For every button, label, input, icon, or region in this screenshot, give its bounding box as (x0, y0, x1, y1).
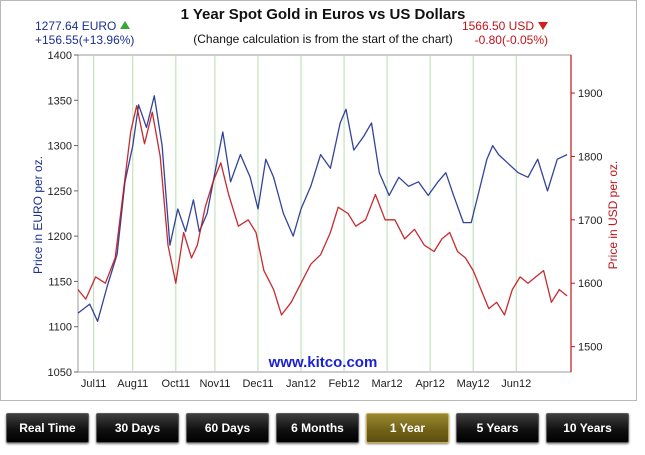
x-tick-label: Oct11 (162, 378, 191, 390)
tab-10-years[interactable]: 10 Years (546, 413, 629, 443)
tab-30-days[interactable]: 30 Days (96, 413, 179, 443)
euro-price: 1277.64 EURO (35, 19, 117, 33)
y-tick-label-left: 1250 (48, 186, 72, 198)
series-line-usd (77, 105, 568, 316)
x-tick-label: Nov11 (199, 378, 230, 390)
y-tick-label-left: 1400 (48, 50, 72, 62)
y-axis-label-right: Price in USD per oz. (606, 161, 620, 270)
chart-svg: 1 Year Spot Gold in Euros vs US Dollars … (31, 6, 620, 390)
down-arrow-icon (538, 22, 548, 30)
plot-border (77, 54, 572, 373)
usd-readout: 1566.50 USD -0.80(-0.05%) (462, 19, 548, 47)
tab-1-year[interactable]: 1 Year (366, 413, 449, 443)
x-tick-label: Jul11 (81, 378, 106, 390)
euro-readout: 1277.64 EURO +156.55(+13.96%) (35, 19, 134, 47)
y-tick-label-right: 1700 (578, 215, 602, 227)
tab-6-months[interactable]: 6 Months (276, 413, 359, 443)
x-tick-label: May12 (457, 378, 490, 390)
x-tick-label: Mar12 (372, 378, 403, 390)
y-tick-label-left: 1200 (48, 231, 72, 243)
x-tick-label: Apr12 (415, 378, 444, 390)
series-line-euro (77, 95, 568, 322)
watermark: www.kitco.com (268, 354, 378, 371)
y-tick-label-right: 1600 (578, 278, 602, 290)
chart-panel: 1 Year Spot Gold in Euros vs US Dollars … (0, 0, 637, 401)
time-range-tabs: Real Time 30 Days 60 Days 6 Months 1 Yea… (6, 413, 636, 445)
y-tick-label-right: 1500 (578, 342, 602, 354)
tab-5-years[interactable]: 5 Years (456, 413, 539, 443)
y-tick-label-left: 1150 (48, 276, 72, 288)
y-tick-label-left: 1300 (48, 141, 72, 153)
tab-60-days[interactable]: 60 Days (186, 413, 269, 443)
y-tick-label-right: 1800 (578, 151, 602, 163)
y-tick-label-left: 1050 (48, 367, 72, 379)
up-arrow-icon (120, 21, 131, 29)
x-tick-label: Jun12 (501, 378, 531, 390)
chart-subtitle: (Change calculation is from the start of… (193, 32, 452, 46)
y-tick-label-left: 1100 (48, 322, 72, 334)
euro-change: +156.55(+13.96%) (35, 33, 135, 47)
y-axis-label-left: Price in EURO per oz. (31, 156, 45, 274)
y-tick-label-right: 1900 (578, 88, 602, 100)
x-tick-label: Jan12 (286, 378, 316, 390)
tab-real-time[interactable]: Real Time (6, 413, 89, 443)
chart-title: 1 Year Spot Gold in Euros vs US Dollars (181, 6, 466, 23)
usd-change: -0.80(-0.05%) (474, 33, 548, 47)
usd-price: 1566.50 USD (461, 19, 534, 33)
plot-area: Jul11 Aug11 Oct11 Nov11 Dec11 Jan12 Feb12 Mar12… (48, 50, 603, 390)
x-tick-label: Dec11 (242, 378, 273, 390)
x-tick-label: Feb12 (328, 378, 359, 390)
y-tick-label-left: 1350 (48, 95, 72, 107)
x-tick-label: Aug11 (117, 378, 148, 390)
